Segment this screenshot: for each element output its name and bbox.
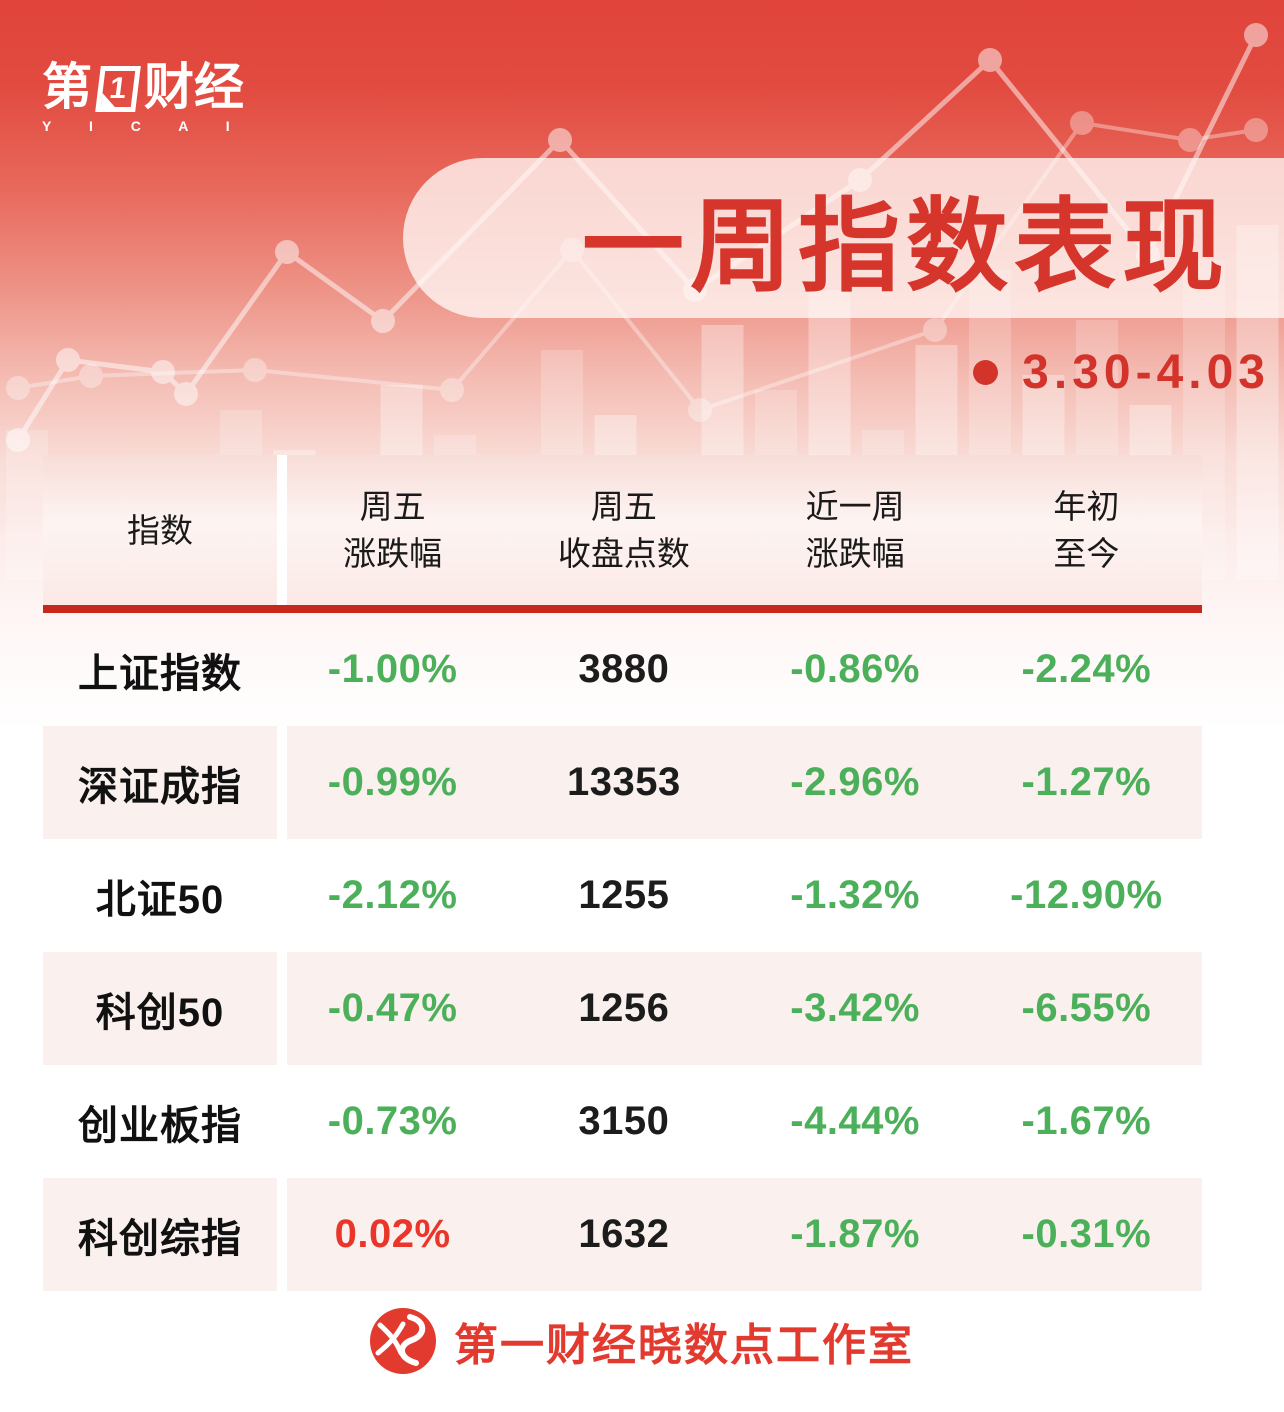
decor-line-dot <box>978 48 1002 72</box>
ytd-change: -12.90% <box>1010 873 1163 917</box>
col-header-line: 周五 <box>590 488 657 525</box>
index-name: 上证指数 <box>78 651 242 696</box>
ytd-change: -2.24% <box>1021 647 1152 691</box>
col-header-line: 涨跌幅 <box>343 535 443 572</box>
yicai-logo: 第 1 财经 Y I C A I <box>42 62 247 134</box>
col-header-friday-close: 周五 收盘点数 <box>508 455 739 605</box>
friday-close: 1255 <box>578 873 670 917</box>
header-divider <box>43 605 1202 613</box>
page-title: 一周指数表现 <box>582 189 1230 304</box>
table-row: 创业板指 -0.73% 3150 -4.44% -1.67% <box>43 1065 1202 1178</box>
decor-line-dot <box>243 358 267 382</box>
date-bullet-icon <box>973 359 999 385</box>
friday-change: -0.73% <box>327 1099 458 1143</box>
friday-change: -2.12% <box>327 873 458 917</box>
index-name: 北证50 <box>95 877 225 922</box>
col-header-line: 涨跌幅 <box>805 535 905 572</box>
decor-line-dot <box>1244 23 1268 47</box>
decor-line-dot <box>548 128 572 152</box>
studio-logo-icon <box>370 1308 436 1374</box>
ytd-change: -6.55% <box>1021 986 1152 1030</box>
decor-line-dot <box>1244 118 1268 142</box>
table-row: 上证指数 -1.00% 3880 -0.86% -2.24% <box>43 613 1202 726</box>
index-name: 创业板指 <box>78 1103 242 1148</box>
week-change: -0.86% <box>790 647 920 691</box>
ytd-change: -1.27% <box>1021 760 1152 804</box>
decor-line-dot <box>440 378 464 402</box>
decor-line-dot <box>6 376 30 400</box>
index-name: 科创50 <box>95 990 225 1035</box>
decor-bar <box>6 430 48 580</box>
col-header-friday-change: 周五 涨跌幅 <box>277 455 508 605</box>
decor-line-dot <box>79 364 103 388</box>
friday-change: -1.00% <box>327 647 458 691</box>
week-change: -4.44% <box>790 1099 920 1143</box>
table-row: 科创综指 0.02% 1632 -1.87% -0.31% <box>43 1178 1202 1291</box>
friday-change: -0.99% <box>327 760 458 804</box>
friday-close: 1632 <box>578 1212 670 1256</box>
logo-one-icon: 1 <box>95 66 141 112</box>
week-change: -3.42% <box>790 986 920 1030</box>
friday-close: 3880 <box>578 647 670 691</box>
col-header-index: 指数 <box>43 455 277 605</box>
decor-line-dot <box>371 309 395 333</box>
col-header-line: 至今 <box>1053 535 1120 572</box>
table-row: 科创50 -0.47% 1256 -3.42% -6.55% <box>43 952 1202 1065</box>
date-range: 3.30-4.03 <box>973 344 1270 400</box>
title-pill: 一周指数表现 <box>403 158 1284 318</box>
footer: 第一财经晓数点工作室 <box>0 1308 1284 1374</box>
decor-line-dot <box>56 348 80 372</box>
friday-close: 13353 <box>567 760 681 804</box>
table-row: 北证50 -2.12% 1255 -1.32% -12.90% <box>43 839 1202 952</box>
table-row: 深证成指 -0.99% 13353 -2.96% -1.27% <box>43 726 1202 839</box>
col-header-week-change: 近一周 涨跌幅 <box>740 455 971 605</box>
week-change: -1.87% <box>790 1212 920 1256</box>
index-name: 科创综指 <box>78 1216 242 1261</box>
ytd-change: -0.31% <box>1021 1212 1152 1256</box>
logo-char-di: 第 <box>42 59 92 115</box>
index-name: 深证成指 <box>78 764 242 809</box>
decor-line-dot <box>174 382 198 406</box>
decor-line-dot <box>6 428 30 452</box>
ytd-change: -1.67% <box>1021 1099 1152 1143</box>
logo-chars-caijing: 财经 <box>144 59 244 115</box>
week-change: -1.32% <box>790 873 920 917</box>
col-header-line: 收盘点数 <box>557 535 690 572</box>
decor-line-dot <box>151 360 175 384</box>
col-header-line: 指数 <box>127 511 193 549</box>
friday-change: 0.02% <box>334 1212 451 1256</box>
week-change: -2.96% <box>790 760 920 804</box>
studio-name: 第一财经晓数点工作室 <box>454 1321 914 1370</box>
decor-line-dot <box>1178 128 1202 152</box>
friday-change: -0.47% <box>327 986 458 1030</box>
col-header-line: 周五 <box>359 488 426 525</box>
table-header: 指数 周五 涨跌幅 周五 收盘点数 近一周 涨跌幅 年初 至今 <box>43 455 1202 605</box>
index-table: 指数 周五 涨跌幅 周五 收盘点数 近一周 涨跌幅 年初 至今 上证指数 -1.… <box>43 455 1202 1291</box>
decor-line-dot <box>688 398 712 422</box>
decor-line-dot <box>923 318 947 342</box>
col-header-line: 年初 <box>1053 488 1120 525</box>
decor-line-dot <box>1070 111 1094 135</box>
friday-close: 1256 <box>578 986 670 1030</box>
col-header-ytd: 年初 至今 <box>971 455 1202 605</box>
date-range-text: 3.30-4.03 <box>1022 345 1270 399</box>
logo-subtext: Y I C A I <box>42 118 247 134</box>
friday-close: 3150 <box>578 1099 670 1143</box>
decor-line-dot <box>275 240 299 264</box>
col-header-line: 近一周 <box>805 488 905 525</box>
